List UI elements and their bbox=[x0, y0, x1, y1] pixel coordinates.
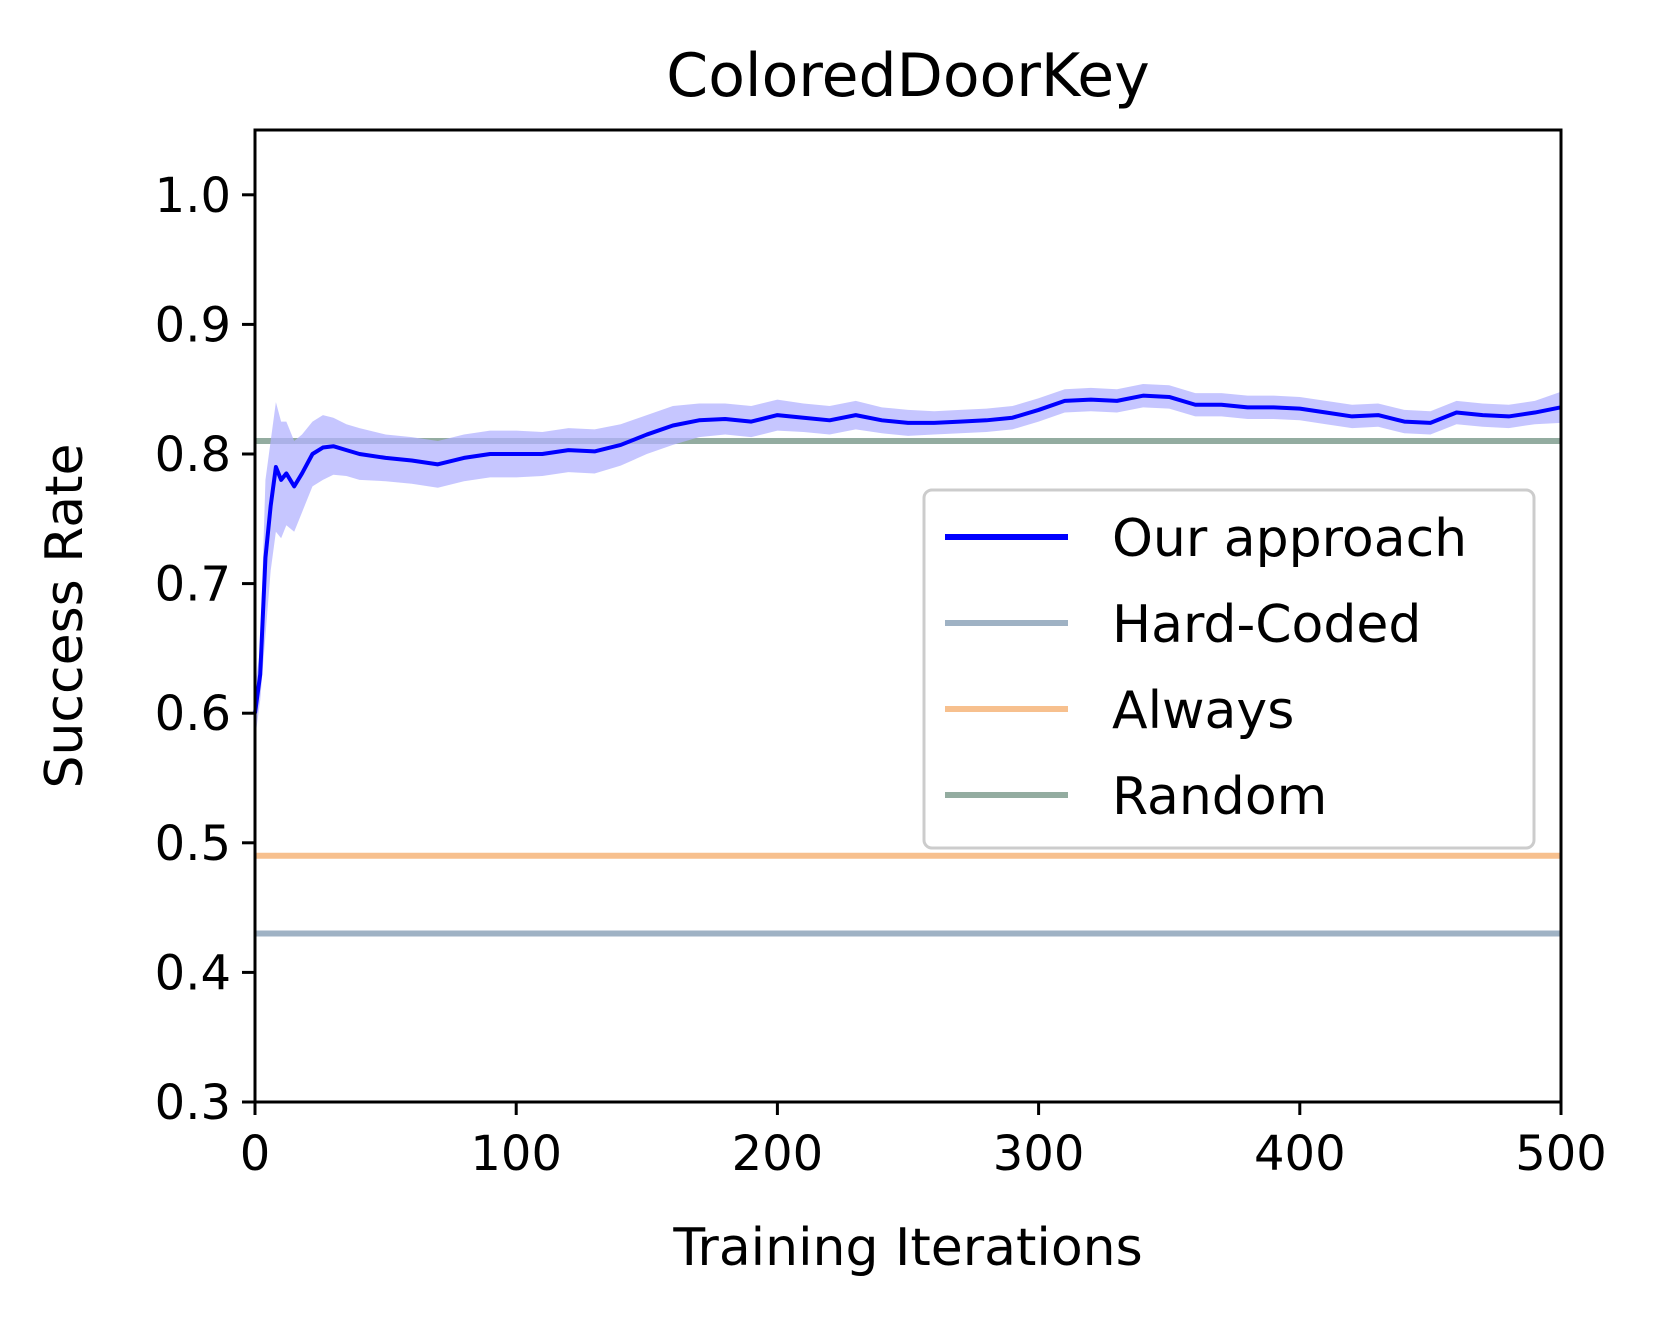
x-axis: 0 100 200 300 400 500 bbox=[240, 1102, 1607, 1182]
y-axis: 0.3 0.4 0.5 0.6 0.7 0.8 0.9 1.0 bbox=[155, 168, 255, 1131]
series-band-our-approach bbox=[255, 384, 1561, 740]
x-tick-label: 200 bbox=[732, 1126, 824, 1182]
x-tick-label: 400 bbox=[1254, 1126, 1346, 1182]
x-tick-label: 0 bbox=[240, 1126, 271, 1182]
legend-label-random: Random bbox=[1112, 767, 1327, 827]
plot-area bbox=[253, 384, 1562, 937]
y-tick-label: 0.6 bbox=[155, 686, 231, 742]
y-tick-label: 0.5 bbox=[155, 816, 231, 872]
legend-label-always: Always bbox=[1112, 681, 1294, 741]
y-tick-label: 0.4 bbox=[155, 945, 231, 1001]
y-tick-label: 0.3 bbox=[155, 1075, 231, 1131]
y-tick-label: 0.9 bbox=[155, 297, 231, 353]
y-tick-label: 1.0 bbox=[155, 168, 231, 224]
legend-label-our-approach: Our approach bbox=[1112, 509, 1467, 569]
y-axis-label: Success Rate bbox=[35, 443, 95, 788]
x-axis-label: Training Iterations bbox=[672, 1218, 1142, 1278]
y-tick-label: 0.7 bbox=[155, 557, 231, 613]
x-tick-label: 300 bbox=[993, 1126, 1085, 1182]
legend: Our approach Hard-Coded Always Random bbox=[922, 488, 1536, 850]
x-tick-label: 500 bbox=[1515, 1126, 1607, 1182]
x-tick-label: 100 bbox=[470, 1126, 562, 1182]
series-line-our-approach bbox=[253, 393, 1562, 714]
legend-label-hard-coded: Hard-Coded bbox=[1112, 595, 1421, 655]
axes-frame bbox=[253, 128, 1563, 1104]
legend-box bbox=[922, 488, 1536, 850]
y-tick-label: 0.8 bbox=[155, 427, 231, 483]
chart-title: ColoredDoorKey bbox=[666, 41, 1149, 111]
